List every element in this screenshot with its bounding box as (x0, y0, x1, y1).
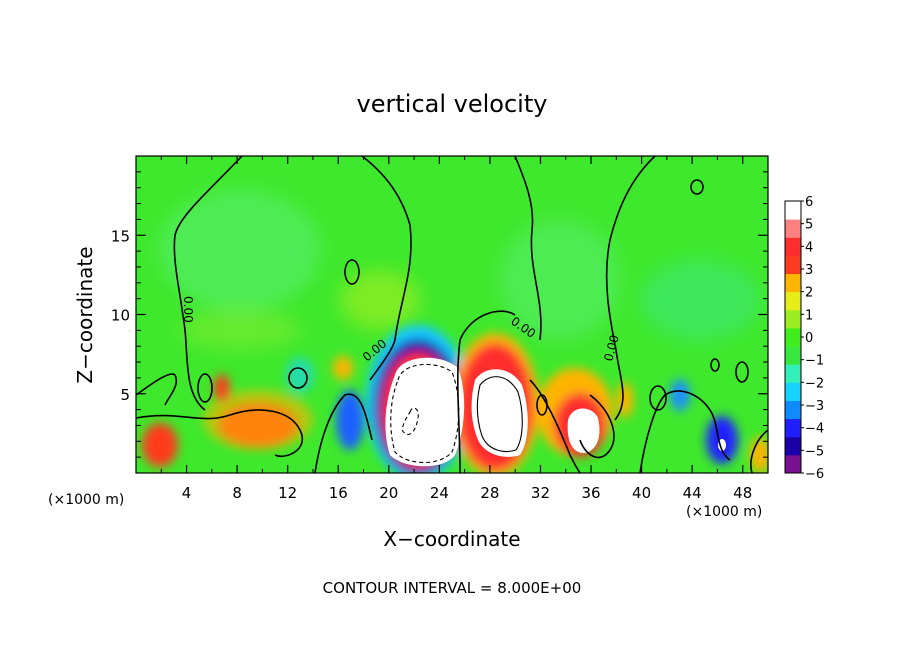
contour-line (361, 156, 412, 381)
colorbar-segment (785, 201, 801, 220)
contour-ring (690, 179, 704, 195)
white-core-35 (567, 408, 600, 454)
colorbar-segment (785, 346, 801, 365)
x-unit-right: (×1000 m) (686, 504, 762, 520)
cell-12 (286, 357, 314, 393)
field-band (640, 260, 760, 340)
contour-ring (649, 385, 667, 411)
contour-line (639, 390, 731, 473)
contour-line (476, 376, 523, 453)
x-tick-label: 12 (278, 484, 297, 502)
y-tick-label: 5 (120, 386, 130, 404)
contour-line (605, 156, 656, 421)
colorbar-label: −2 (805, 376, 824, 391)
cell-16 (336, 390, 364, 450)
colorbar-segment (785, 327, 801, 347)
cell-8-glow (203, 390, 313, 450)
colorbar-label: −3 (805, 399, 824, 414)
colorbar-label: 4 (805, 240, 813, 255)
colorbar: 6 5 4 3 2 1 0 −1 −2 −3 −4 −5 −6 (784, 195, 824, 482)
field-band (180, 310, 300, 350)
contour-ring (288, 367, 308, 389)
zero-contours (136, 156, 768, 473)
colorbar-label: 6 (805, 195, 813, 210)
colorbar-segment (785, 255, 801, 275)
colorbar-segment (785, 219, 801, 238)
colorbar-label: −4 (805, 422, 824, 437)
contour-ring (344, 259, 360, 285)
colorbar-segment (785, 454, 801, 474)
colorbar-label: −5 (805, 444, 824, 459)
contour-line (136, 373, 178, 406)
x-tick-label: 36 (581, 484, 600, 502)
contour-line (456, 310, 516, 473)
contour-line (136, 409, 304, 457)
colorbar-segment (785, 418, 801, 438)
colorbar-segment (785, 436, 801, 456)
colorbar-segment (785, 364, 801, 383)
x-tick-label: 4 (182, 484, 192, 502)
contour-ring (710, 358, 720, 372)
cell-right-pos (750, 437, 768, 473)
colorbar-segment (785, 400, 801, 420)
cell-left (142, 423, 178, 467)
colorbar-segment (785, 237, 801, 256)
contour-ring (197, 373, 213, 403)
contour-line (401, 407, 419, 435)
contour-line (750, 429, 768, 473)
contour-label: 0.00 (601, 333, 621, 362)
x-tick-label: 48 (733, 484, 752, 502)
white-core-29 (471, 369, 528, 457)
chart-title: vertical velocity (357, 90, 548, 118)
contour-line (514, 156, 542, 341)
core-contours (390, 363, 523, 463)
colorbar-label: −6 (805, 467, 824, 482)
velocity-field (136, 156, 768, 473)
colorbar-label: 5 (805, 218, 813, 233)
x-tick-label: 24 (430, 484, 449, 502)
y-tick-label: 10 (111, 307, 130, 325)
contour-line (529, 379, 581, 473)
colorbar-segment (785, 309, 801, 329)
colorbar-segment (785, 273, 801, 293)
white-core-22 (385, 357, 465, 467)
y-axis: 5 10 15 (111, 171, 768, 458)
x-tick-label: 32 (531, 484, 550, 502)
colorbar-label: 0 (805, 331, 813, 346)
x-axis: 4 8 12 16 20 24 28 32 36 40 44 48 (160, 156, 752, 502)
colorbar-label: −1 (805, 354, 824, 369)
contour-ring (735, 361, 749, 383)
colorbar-label: 1 (805, 308, 813, 323)
contour-label: 0.00 (181, 296, 195, 323)
x-unit-left: (×1000 m) (48, 492, 124, 508)
contour-line (173, 156, 243, 411)
x-axis-label: X−coordinate (383, 527, 520, 551)
colorbar-segment (785, 291, 801, 311)
x-tick-label: 40 (632, 484, 651, 502)
field-band (500, 220, 620, 340)
contour-line (579, 394, 615, 459)
contour-interval: CONTOUR INTERVAL = 8.000E+00 (323, 579, 582, 597)
x-tick-label: 8 (232, 484, 242, 502)
x-tick-label: 20 (379, 484, 398, 502)
field-band (160, 190, 320, 310)
colorbar-label: 3 (805, 263, 813, 278)
cell-17 (333, 356, 353, 380)
y-axis-label: Z−coordinate (73, 246, 97, 383)
x-tick-label: 16 (329, 484, 348, 502)
contour-line (390, 363, 460, 463)
contour-line (314, 393, 373, 473)
cell-6 (214, 374, 230, 402)
x-tick-label: 28 (480, 484, 499, 502)
colorbar-label: 2 (805, 286, 813, 301)
y-tick-label: 15 (111, 227, 130, 245)
x-tick-label: 44 (683, 484, 702, 502)
cell-44 (670, 379, 690, 411)
colorbar-segment (785, 382, 801, 401)
